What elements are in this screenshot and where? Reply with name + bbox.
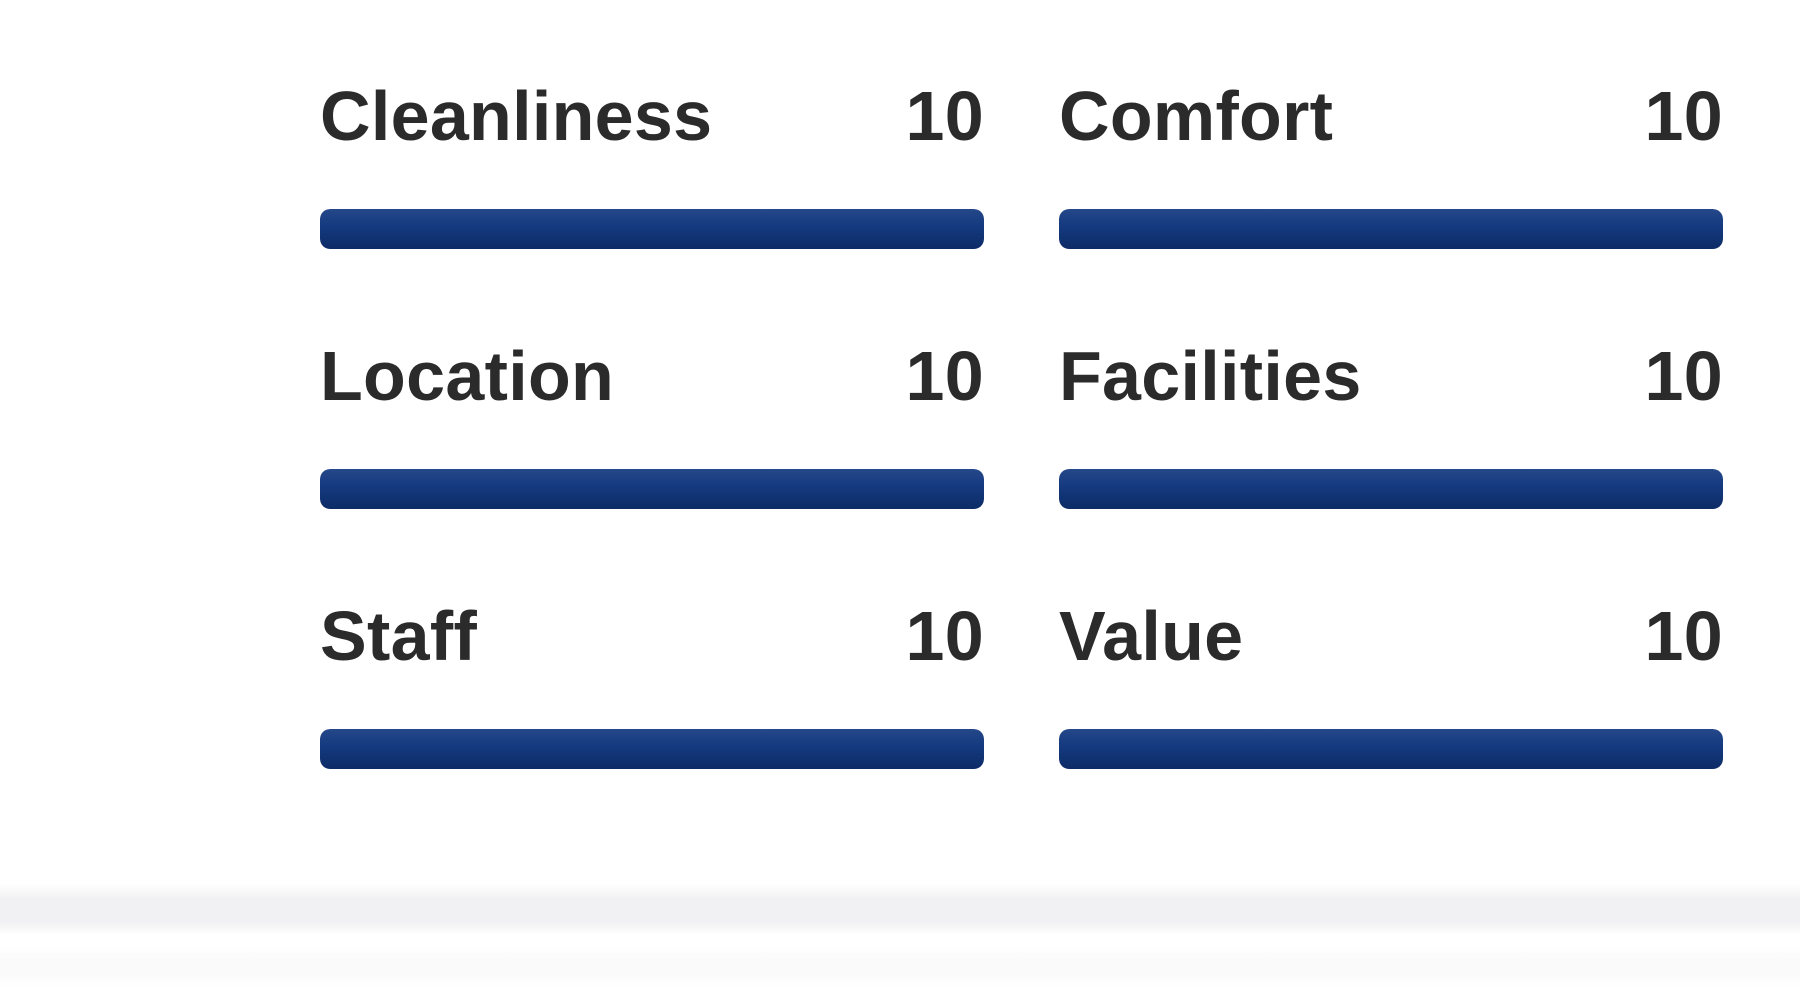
subscore-cell-location: Location 10	[320, 338, 984, 509]
subscore-head: Comfort 10	[1059, 78, 1723, 154]
subscore-bar-fill	[320, 209, 984, 249]
subscore-bar	[1059, 209, 1723, 249]
section-divider-faint	[0, 946, 1800, 988]
subscore-bar	[1059, 469, 1723, 509]
subscore-bar-fill	[320, 729, 984, 769]
subscore-value: 10	[905, 597, 984, 675]
review-subscores-panel: Cleanliness 10 Comfort 10 Location 10 Fa…	[320, 78, 1723, 769]
subscore-label: Staff	[320, 597, 478, 675]
subscore-cell-facilities: Facilities 10	[1059, 338, 1723, 509]
subscore-label: Location	[320, 337, 615, 415]
subscore-label: Value	[1059, 597, 1244, 675]
subscore-cell-comfort: Comfort 10	[1059, 78, 1723, 249]
subscore-value: 10	[905, 77, 984, 155]
section-divider	[0, 884, 1800, 936]
subscore-head: Value 10	[1059, 598, 1723, 674]
subscore-bar	[320, 469, 984, 509]
subscore-cell-value: Value 10	[1059, 598, 1723, 769]
subscore-bar-fill	[1059, 729, 1723, 769]
subscore-value: 10	[1644, 337, 1723, 415]
subscore-bar	[320, 209, 984, 249]
subscore-head: Facilities 10	[1059, 338, 1723, 414]
subscore-head: Cleanliness 10	[320, 78, 984, 154]
subscore-bar-fill	[1059, 209, 1723, 249]
subscore-label: Facilities	[1059, 337, 1362, 415]
subscore-bar-fill	[320, 469, 984, 509]
subscore-cell-cleanliness: Cleanliness 10	[320, 78, 984, 249]
subscore-value: 10	[1644, 597, 1723, 675]
subscore-label: Cleanliness	[320, 77, 713, 155]
subscore-value: 10	[1644, 77, 1723, 155]
subscore-cell-staff: Staff 10	[320, 598, 984, 769]
subscore-bar	[320, 729, 984, 769]
subscore-head: Staff 10	[320, 598, 984, 674]
subscore-value: 10	[905, 337, 984, 415]
subscore-bar	[1059, 729, 1723, 769]
subscore-bar-fill	[1059, 469, 1723, 509]
subscore-label: Comfort	[1059, 77, 1334, 155]
subscore-head: Location 10	[320, 338, 984, 414]
